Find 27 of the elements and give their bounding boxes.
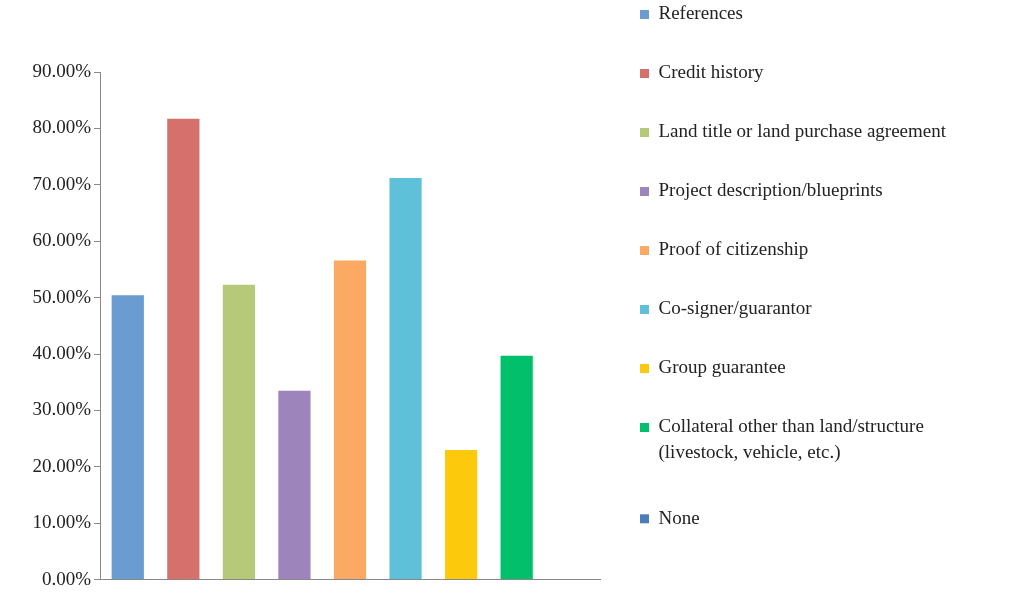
- y-tick-label: 80.00%: [32, 116, 92, 138]
- y-tick-label: 60.00%: [32, 229, 92, 251]
- y-tick-label: 50.00%: [32, 285, 92, 307]
- y-tick-label: 0.00%: [41, 567, 92, 589]
- y-tick-label: 40.00%: [32, 341, 92, 363]
- legend-label: Proof of citizenship: [658, 238, 809, 260]
- y-tick-label: 10.00%: [32, 511, 92, 533]
- y-tick-label: 90.00%: [32, 59, 92, 81]
- bar: [389, 178, 422, 580]
- legend-label: Credit history: [658, 61, 765, 83]
- y-tick-label: 20.00%: [32, 454, 92, 476]
- legend-label: Collateral other than land/structure (livestock, vehicle, etc.): [658, 415, 924, 464]
- bar: [445, 449, 478, 580]
- legend-label: Co-signer/guarantor: [658, 297, 813, 319]
- legend-label: Group guarantee: [658, 356, 786, 378]
- bar: [167, 118, 200, 580]
- bar: [333, 260, 367, 580]
- legend-label: Land title or land purchase agreement: [658, 120, 947, 142]
- bar: [500, 355, 533, 580]
- bar: [222, 284, 255, 580]
- y-tick-label: 70.00%: [32, 172, 92, 194]
- bar: [111, 295, 144, 580]
- legend-label: Project description/blueprints: [658, 179, 883, 201]
- bar: [278, 390, 311, 580]
- legend-label: References: [658, 2, 743, 24]
- y-tick-label: 30.00%: [32, 398, 92, 420]
- legend-label: None: [658, 506, 700, 528]
